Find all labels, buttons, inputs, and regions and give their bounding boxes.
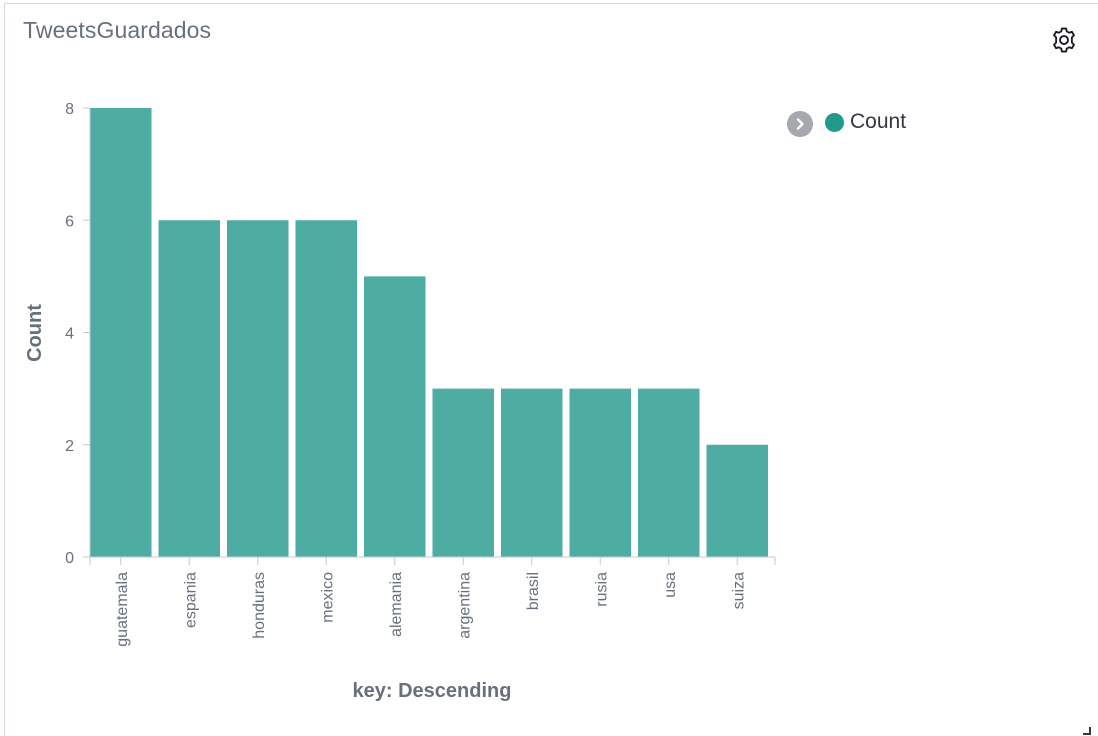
chart-legend: Count xyxy=(787,108,906,137)
x-tick-label: argentina xyxy=(456,572,473,639)
bar-guatemala[interactable] xyxy=(90,108,152,557)
chevron-right-icon[interactable] xyxy=(787,111,813,137)
x-tick-label: rusia xyxy=(593,572,610,607)
bar-mexico[interactable] xyxy=(295,220,358,557)
x-tick-label: honduras xyxy=(251,572,268,639)
y-tick-label: 0 xyxy=(65,550,74,567)
x-tick-label: brasil xyxy=(525,572,542,610)
panel-title: TweetsGuardados xyxy=(23,17,212,43)
bar-alemania[interactable] xyxy=(364,276,426,557)
x-tick-label: usa xyxy=(662,572,679,598)
bar-brasil[interactable] xyxy=(501,388,563,557)
bars-group xyxy=(90,108,768,557)
legend-item-count[interactable]: Count xyxy=(825,110,906,134)
x-axis-title: key: Descending xyxy=(353,680,512,702)
y-tick-label: 4 xyxy=(65,326,74,343)
x-tick-label: suiza xyxy=(730,572,747,609)
y-tick-label: 6 xyxy=(65,213,74,230)
bar-usa[interactable] xyxy=(638,388,700,557)
y-tick-label: 2 xyxy=(65,438,74,455)
y-axis-title: Count xyxy=(24,304,46,362)
bar-rusia[interactable] xyxy=(569,388,632,557)
x-tick-label: guatemala xyxy=(114,572,131,647)
gear-icon[interactable] xyxy=(1049,25,1079,55)
legend-color-dot xyxy=(825,112,844,132)
resize-handle-icon[interactable] xyxy=(1082,726,1091,735)
y-tick-label: 8 xyxy=(65,101,74,118)
axes-group: guatemala espania honduras mexico alemania ar… xyxy=(65,101,776,647)
x-tick-label: alemania xyxy=(388,572,405,637)
legend-label: Count xyxy=(850,110,907,133)
bar-argentina[interactable] xyxy=(432,388,495,557)
x-tick-label: espania xyxy=(182,572,199,628)
bar-honduras[interactable] xyxy=(227,220,289,557)
x-tick-label: mexico xyxy=(319,572,336,623)
bar-espania[interactable] xyxy=(158,220,221,557)
bar-suiza[interactable] xyxy=(706,444,769,557)
